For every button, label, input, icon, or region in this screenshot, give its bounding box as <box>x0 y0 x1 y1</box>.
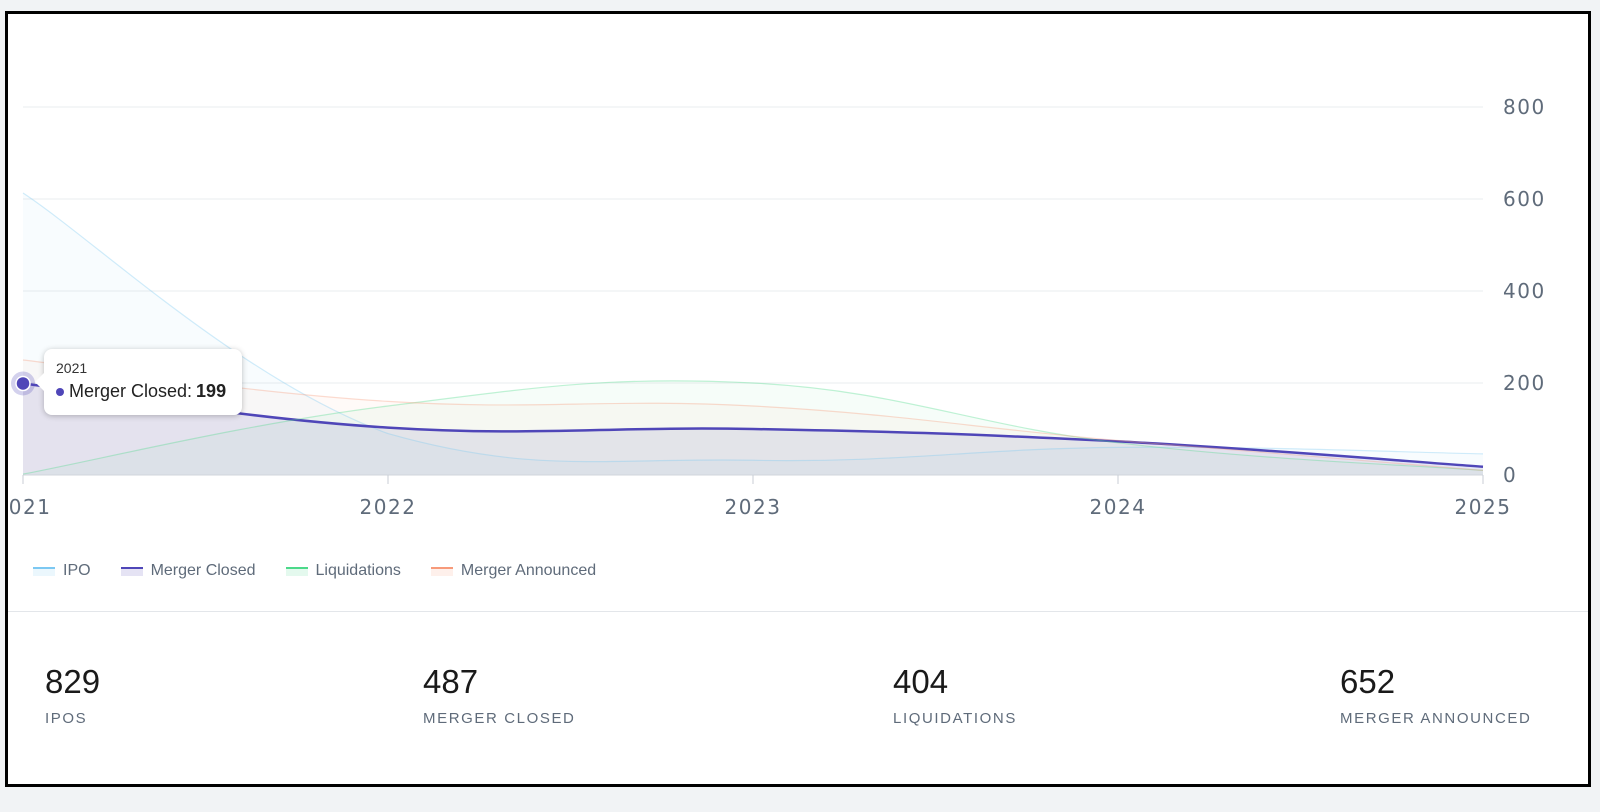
stat-value: 487 <box>423 663 479 700</box>
stat-liquidations: 404 LIQUIDATIONS <box>893 663 1017 728</box>
legend-swatch-icon <box>120 566 143 576</box>
line-merger-announced <box>22 359 1484 471</box>
area-chart: 0 200 400 600 800 2021 2022 2023 2024 2025 <box>8 95 1546 519</box>
stat-value: 652 <box>1340 663 1396 700</box>
grid-lines <box>23 106 1483 384</box>
y-tick-label: 400 <box>1503 279 1546 303</box>
point-merger-announced <box>20 357 26 363</box>
point-merger-announced <box>1480 467 1486 473</box>
y-tick-label: 600 <box>1503 187 1546 211</box>
x-tick-label: 2021 <box>8 495 51 519</box>
stat-label: MERGER ANNOUNCED <box>1340 710 1532 727</box>
x-tick-label: 2023 <box>725 495 782 519</box>
stat-label: LIQUIDATIONS <box>893 710 1017 727</box>
point-merger-closed <box>750 426 756 432</box>
hover-marker <box>11 371 35 396</box>
line-merger-closed <box>22 382 1484 468</box>
legend-item-ipo[interactable]: IPO <box>33 562 91 580</box>
series-areas <box>23 193 1483 475</box>
legend-swatch-icon <box>285 566 308 576</box>
stat-value: 404 <box>893 663 949 700</box>
legend-item-liquidations[interactable]: Liquidations <box>285 562 401 580</box>
tooltip-value: 199 <box>196 381 227 401</box>
stat-ipos: 829 IPOS <box>45 663 101 728</box>
y-tick-label: 800 <box>1503 95 1546 119</box>
legend-item-merger-announced[interactable]: Merger Announced <box>430 562 597 580</box>
x-tick-label: 2025 <box>1455 495 1512 519</box>
point-ipo <box>385 431 391 437</box>
point-ipo <box>750 457 756 463</box>
point-ipo <box>1480 451 1486 457</box>
legend-label: Liquidations <box>315 562 401 579</box>
line-liquidations <box>22 380 1484 475</box>
chart-legend: IPO Merger Closed Liquidations Merger An… <box>33 559 596 583</box>
area-ipo <box>23 193 1483 475</box>
point-merger-announced <box>385 398 391 404</box>
area-merger-announced <box>23 360 1483 475</box>
point-merger-announced <box>750 403 756 409</box>
x-tick-label: 2022 <box>360 495 417 519</box>
divider <box>8 611 1588 612</box>
stat-label: MERGER CLOSED <box>423 710 576 727</box>
legend-label: Merger Announced <box>460 562 597 579</box>
tooltip-series-dot-icon <box>56 387 64 396</box>
chart-tooltip: 2021 Merger Closed: 199 <box>35 349 242 415</box>
tooltip-series-label: Merger Closed: <box>69 381 193 401</box>
y-tick-label: 0 <box>1503 463 1517 487</box>
x-tick-label: 2024 <box>1090 495 1147 519</box>
hover-point <box>15 375 31 392</box>
point-ipo <box>20 190 26 196</box>
legend-label: Merger Closed <box>150 562 256 579</box>
point-liquidations <box>750 380 756 386</box>
series-lines <box>20 190 1486 475</box>
chart-card: 0 200 400 600 800 2021 2022 2023 2024 2025 2021 M… <box>5 11 1591 787</box>
y-tick-label: 200 <box>1503 371 1546 395</box>
stat-merger-closed: 487 MERGER CLOSED <box>423 663 576 728</box>
legend-item-merger-closed[interactable]: Merger Closed <box>120 562 256 580</box>
stat-merger-announced: 652 MERGER ANNOUNCED <box>1340 663 1532 728</box>
tooltip-title: 2021 <box>56 360 88 376</box>
point-merger-announced <box>1115 438 1121 444</box>
legend-swatch-icon <box>430 566 453 576</box>
legend-swatch-icon <box>33 566 55 576</box>
stat-value: 829 <box>45 663 101 700</box>
tooltip-row: Merger Closed: 199 <box>56 381 230 402</box>
legend-label: IPO <box>63 562 91 579</box>
axes: 0 200 400 600 800 2021 2022 2023 2024 2025 <box>8 95 1546 519</box>
point-merger-closed <box>385 425 391 431</box>
stat-label: IPOS <box>45 710 88 727</box>
